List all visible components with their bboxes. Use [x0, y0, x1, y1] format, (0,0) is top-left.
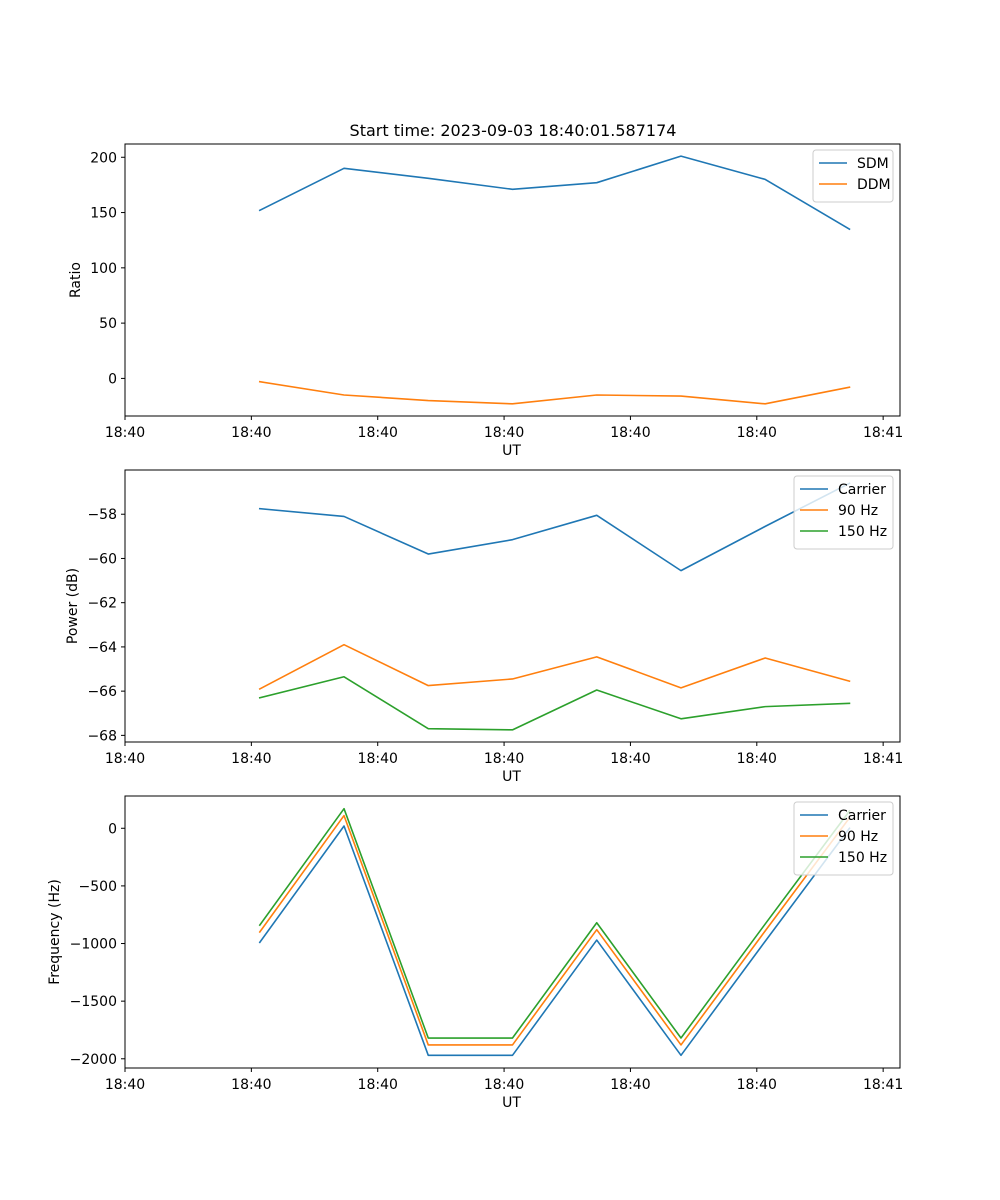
plot-frame — [124, 469, 901, 743]
legend-entry-label: DDM — [857, 177, 891, 193]
x-tick-label: 18:40 — [737, 1077, 777, 1093]
ratio-panel: 18:40 18:40 18:40 18:40 18:40 18:40 18:41 200 15… — [68, 143, 903, 459]
series-line-150-hz — [258, 675, 851, 731]
figure-title: Start time: 2023-09-03 18:40:01.587174 — [350, 121, 677, 140]
y-tick-label: −58 — [87, 507, 117, 523]
y-tick-label: 100 — [90, 261, 117, 277]
series-line-150-hz — [258, 807, 851, 1039]
x-axis-label: UT — [502, 769, 521, 785]
x-tick-label: 18:40 — [358, 1077, 398, 1093]
x-tick-label: 18:40 — [484, 751, 524, 767]
x-tick-label: 18:40 — [105, 425, 145, 441]
series-line-90-hz — [258, 643, 851, 691]
series-line-carrier — [258, 482, 851, 572]
y-tick-label: 0 — [108, 821, 117, 837]
y-tick-label: 0 — [108, 371, 117, 387]
y-tick-label: −62 — [87, 596, 117, 612]
x-tick-label: 18:40 — [358, 751, 398, 767]
legend: Carrier 90 Hz 150 Hz — [793, 475, 894, 550]
series-line-sdm — [258, 155, 851, 231]
legend-entry-label: 90 Hz — [838, 503, 878, 519]
y-tick-label: 150 — [90, 206, 117, 222]
x-tick-label: 18:40 — [737, 751, 777, 767]
y-tick-label: −60 — [87, 551, 117, 567]
y-tick-label: −2000 — [70, 1052, 117, 1068]
x-tick-label: 18:40 — [231, 751, 271, 767]
x-tick-label: 18:41 — [863, 751, 903, 767]
x-axis-label: UT — [502, 443, 521, 459]
x-tick-label: 18:40 — [610, 1077, 650, 1093]
x-tick-label: 18:40 — [231, 425, 271, 441]
x-axis-label: UT — [502, 1095, 521, 1111]
legend-entry-label: SDM — [857, 156, 889, 172]
y-tick-label: −64 — [87, 640, 117, 656]
x-tick-label: 18:41 — [863, 1077, 903, 1093]
legend: Carrier 90 Hz 150 Hz — [793, 801, 894, 876]
y-tick-label: −500 — [79, 879, 117, 895]
x-tick-label: 18:40 — [105, 751, 145, 767]
power-panel: 18:40 18:40 18:40 18:40 18:40 18:40 18:41 −58 −6… — [65, 469, 903, 785]
legend-entry-label: 150 Hz — [838, 524, 887, 540]
legend-entry-label: 150 Hz — [838, 850, 887, 866]
y-tick-label: −66 — [87, 684, 117, 700]
x-tick-label: 18:40 — [358, 425, 398, 441]
frequency-panel: 18:40 18:40 18:40 18:40 18:40 18:40 18:41 0 −500… — [47, 795, 903, 1111]
legend-entry-label: Carrier — [838, 808, 886, 824]
series-line-carrier — [258, 825, 851, 1057]
y-axis-label: Frequency (Hz) — [47, 879, 63, 985]
x-tick-label: 18:40 — [231, 1077, 271, 1093]
x-tick-label: 18:40 — [484, 425, 524, 441]
y-tick-label: −68 — [87, 728, 117, 744]
plot-frame — [124, 143, 901, 417]
x-tick-label: 18:40 — [105, 1077, 145, 1093]
y-axis-label: Power (dB) — [65, 568, 81, 644]
legend-entry-label: 90 Hz — [838, 829, 878, 845]
y-tick-label: −1000 — [70, 937, 117, 953]
x-tick-label: 18:40 — [737, 425, 777, 441]
y-tick-label: −1500 — [70, 994, 117, 1010]
y-axis-label: Ratio — [68, 262, 84, 298]
y-tick-label: 50 — [99, 316, 117, 332]
plot-frame — [124, 795, 901, 1069]
series-line-90-hz — [258, 814, 851, 1046]
y-tick-label: 200 — [90, 150, 117, 166]
x-tick-label: 18:40 — [484, 1077, 524, 1093]
x-tick-label: 18:40 — [610, 751, 650, 767]
x-tick-label: 18:41 — [863, 425, 903, 441]
x-tick-label: 18:40 — [610, 425, 650, 441]
legend-entry-label: Carrier — [838, 482, 886, 498]
legend: SDM DDM — [812, 149, 894, 203]
series-line-ddm — [258, 380, 851, 405]
